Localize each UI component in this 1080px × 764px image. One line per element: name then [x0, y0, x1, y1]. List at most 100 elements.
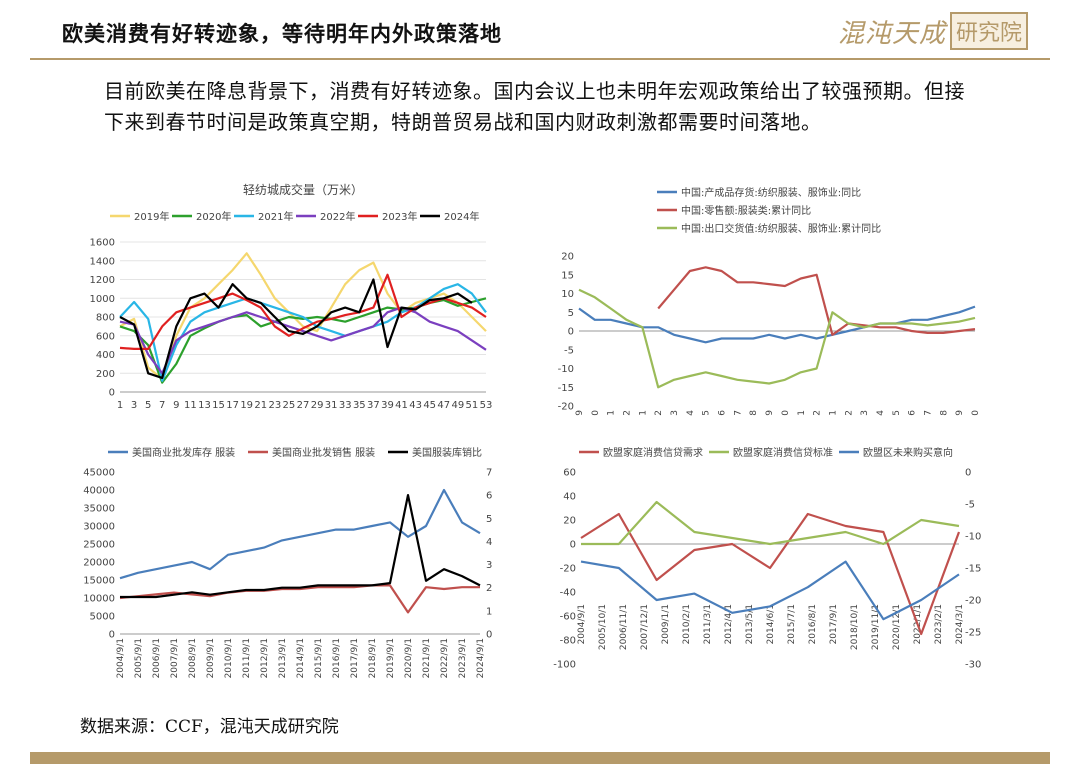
x-tick-label: 2005/10/1: [598, 604, 608, 650]
legend-label: 中国:零售额:服装类:累计同比: [681, 204, 811, 217]
x-tick-label: 29: [311, 400, 324, 411]
x-tick-label: 2022-12: [623, 410, 633, 416]
x-tick-label: 2004/9/1: [577, 604, 587, 644]
x-tick-label: 2005/9/1: [134, 638, 144, 678]
y2-tick-label: -10: [965, 532, 981, 543]
y-tick-label: 1400: [90, 256, 115, 267]
x-tick-label: 2023-05: [702, 410, 712, 416]
x-tick-label: 47: [437, 400, 450, 411]
x-tick-label: 2023-09: [765, 410, 775, 416]
y-tick-label: 60: [563, 468, 576, 479]
x-tick-label: 2023-11: [797, 410, 807, 416]
y-tick-label: 0: [568, 327, 574, 338]
x-tick-label: 7: [159, 400, 165, 411]
chart-textile-volume: 轻纺城成交量（万米） 2019年 2020年 2021年 2022年 2023年 2024年…: [90, 182, 493, 411]
x-tick-label: 1: [117, 400, 123, 411]
y2-tick-label: 7: [486, 468, 492, 479]
series-line: [578, 288, 976, 389]
y-tick-label: -20: [560, 564, 576, 575]
series-line: [119, 278, 473, 379]
x-tick-label: 2014/9/1: [296, 638, 306, 678]
legend-label: 中国:出口交货值:纺织服装、服饰业:累计同比: [681, 222, 881, 235]
x-tick-label: 2015/9/1: [314, 638, 324, 678]
x-tick-label: 2023-02: [654, 410, 664, 416]
legend-label: 美国商业批发库存 服装: [132, 446, 235, 459]
x-tick-label: 2012/9/1: [260, 638, 270, 678]
x-tick-label: 2010/9/1: [224, 638, 234, 678]
x-tick-label: 2013/9/1: [278, 638, 288, 678]
x-tick-label: 2014/6/1: [766, 604, 776, 644]
x-tick-label: 2023-12: [813, 410, 823, 416]
x-tick-label: 2022/9/1: [440, 638, 450, 678]
x-tick-label: 2023-03: [670, 410, 680, 416]
legend-label: 2023年: [382, 210, 417, 223]
y2-tick-label: -25: [965, 628, 981, 639]
y-tick-label: -80: [560, 636, 576, 647]
x-tick-label: 19: [240, 400, 253, 411]
x-tick-label: 2016/8/1: [808, 604, 818, 644]
chart-china-apparel: 中国:产成品存货:纺织服装、服饰业:同比中国:零售额:服装类:累计同比中国:出口…: [558, 186, 981, 416]
y-tick-label: 0: [109, 630, 115, 641]
x-tick-label: 2010/2/1: [682, 604, 692, 644]
x-tick-label: 17: [226, 400, 239, 411]
x-tick-label: 2023-10: [781, 410, 791, 416]
x-tick-label: 2018/10/1: [850, 604, 860, 650]
x-tick-label: 2023-07: [733, 410, 743, 416]
y2-tick-label: 4: [486, 537, 492, 548]
x-tick-label: 35: [353, 400, 366, 411]
x-tick-label: 51: [466, 400, 479, 411]
x-tick-label: 2022-09: [575, 410, 585, 416]
x-tick-label: 2024-02: [844, 410, 854, 416]
y-tick-label: 1600: [90, 238, 115, 249]
legend-label: 欧盟家庭消费信贷需求: [603, 446, 703, 459]
series-line: [580, 512, 961, 636]
x-tick-label: 2024-08: [939, 410, 949, 416]
y-tick-label: 20000: [83, 558, 115, 569]
x-tick-label: 45: [423, 400, 436, 411]
x-tick-label: 2007/12/1: [640, 604, 650, 650]
x-tick-label: 2008/9/1: [188, 638, 198, 678]
y-tick-label: 5: [568, 308, 574, 319]
y-tick-label: 40: [563, 492, 576, 503]
series-line: [120, 494, 481, 599]
series-line: [580, 560, 960, 621]
y2-tick-label: 5: [486, 514, 492, 525]
x-tick-label: 2019/9/1: [386, 638, 396, 678]
x-tick-label: 2024-10: [971, 410, 981, 416]
x-tick-label: 2007/9/1: [170, 638, 180, 678]
x-tick-label: 33: [339, 400, 352, 411]
y-tick-label: 1200: [90, 275, 115, 286]
legend-label: 2024年: [444, 210, 479, 223]
y-tick-label: 20: [561, 252, 574, 263]
y-tick-label: 45000: [83, 468, 115, 479]
legend-label: 欧盟区未来购买意向: [863, 446, 953, 459]
x-tick-label: 2009/9/1: [206, 638, 216, 678]
x-tick-label: 39: [381, 400, 394, 411]
x-tick-label: 2023/2/1: [934, 604, 944, 644]
x-tick-label: 2011/3/1: [703, 604, 713, 644]
y-tick-label: 400: [96, 350, 115, 361]
brand-logo: 混沌天成 研究院: [838, 12, 1028, 50]
x-tick-label: 25: [283, 400, 296, 411]
y-tick-label: 1000: [90, 294, 115, 305]
x-tick-label: 2009/1/1: [661, 604, 671, 644]
x-tick-label: 2024/3/1: [955, 604, 965, 644]
x-tick-label: 2011/9/1: [242, 638, 252, 678]
series-line: [581, 500, 960, 546]
x-tick-label: 2020/9/1: [404, 638, 414, 678]
footer-bar: [30, 752, 1050, 764]
x-tick-label: 2019/11/1: [871, 604, 881, 650]
x-tick-label: 2022-11: [607, 410, 617, 416]
x-tick-label: 2004/9/1: [116, 638, 126, 678]
x-tick-label: 2023-01: [638, 410, 648, 416]
y-tick-label: -20: [558, 402, 574, 413]
x-tick-label: 2016/9/1: [332, 638, 342, 678]
x-tick-label: 15: [212, 400, 225, 411]
y-tick-label: -5: [564, 345, 574, 356]
legend-label: 美国服装库销比: [412, 446, 482, 459]
logo-box: 研究院: [949, 12, 1028, 50]
x-tick-label: 2020/12/1: [892, 604, 902, 650]
x-tick-label: 2006/11/1: [619, 604, 629, 650]
x-tick-label: 23: [268, 400, 281, 411]
legend-label: 2021年: [258, 210, 293, 223]
